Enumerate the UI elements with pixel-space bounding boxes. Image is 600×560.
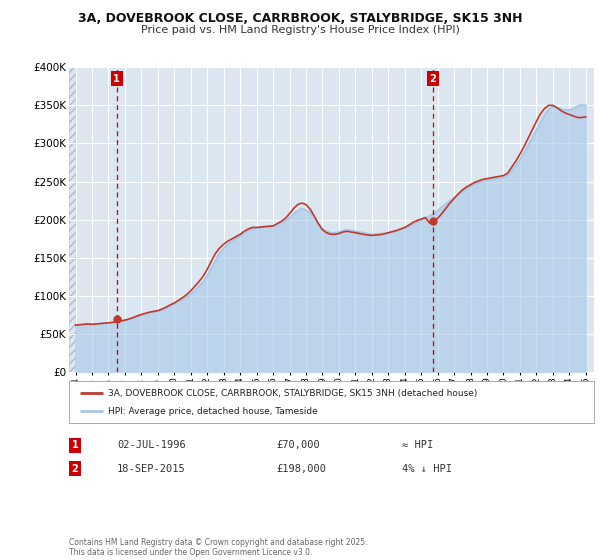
Text: 3A, DOVEBROOK CLOSE, CARRBROOK, STALYBRIDGE, SK15 3NH (detached house): 3A, DOVEBROOK CLOSE, CARRBROOK, STALYBRI… xyxy=(109,389,478,398)
Text: ≈ HPI: ≈ HPI xyxy=(402,440,433,450)
Text: Contains HM Land Registry data © Crown copyright and database right 2025.
This d: Contains HM Land Registry data © Crown c… xyxy=(69,538,367,557)
Text: 3A, DOVEBROOK CLOSE, CARRBROOK, STALYBRIDGE, SK15 3NH: 3A, DOVEBROOK CLOSE, CARRBROOK, STALYBRI… xyxy=(78,12,522,25)
Text: £198,000: £198,000 xyxy=(276,464,326,474)
Text: 2: 2 xyxy=(71,464,79,474)
Text: 1: 1 xyxy=(71,440,79,450)
Text: 18-SEP-2015: 18-SEP-2015 xyxy=(117,464,186,474)
Text: 4% ↓ HPI: 4% ↓ HPI xyxy=(402,464,452,474)
Text: 1: 1 xyxy=(113,74,120,83)
Text: HPI: Average price, detached house, Tameside: HPI: Average price, detached house, Tame… xyxy=(109,407,318,416)
Text: Price paid vs. HM Land Registry's House Price Index (HPI): Price paid vs. HM Land Registry's House … xyxy=(140,25,460,35)
Text: £70,000: £70,000 xyxy=(276,440,320,450)
Text: 02-JUL-1996: 02-JUL-1996 xyxy=(117,440,186,450)
Text: 2: 2 xyxy=(430,74,436,83)
